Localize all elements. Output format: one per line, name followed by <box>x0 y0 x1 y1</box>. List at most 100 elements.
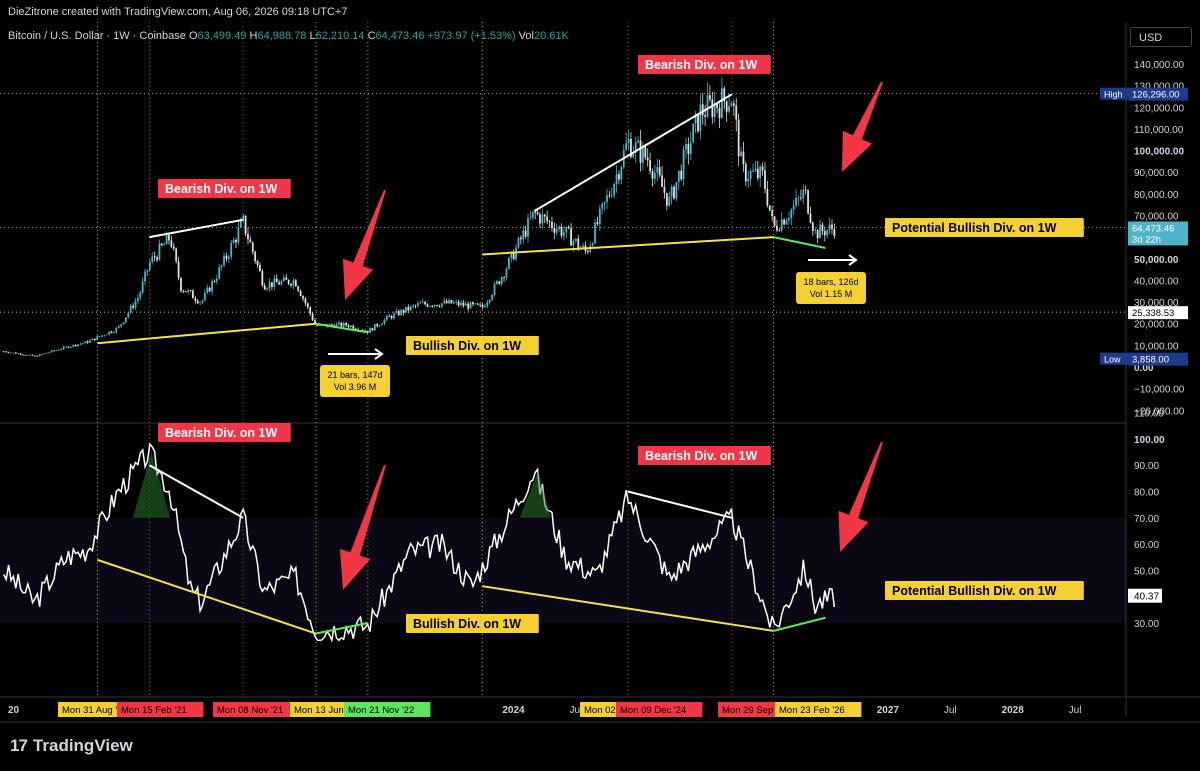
tradingview-logo: 17 TradingView <box>10 736 133 756</box>
candle <box>658 159 661 178</box>
symbol-legend[interactable]: Bitcoin / U.S. Dollar · 1W · Coinbase O6… <box>8 30 569 42</box>
candle <box>639 130 642 172</box>
candle-body <box>153 256 156 258</box>
candle <box>299 289 302 297</box>
price-badge-2: 25,338.53 <box>1128 306 1188 320</box>
currency-button[interactable]: USD <box>1130 27 1192 47</box>
candle-body <box>383 319 386 324</box>
candle <box>493 281 496 297</box>
candle <box>479 302 482 308</box>
rsi-tick: 60.00 <box>1134 540 1159 551</box>
candle <box>649 152 651 175</box>
price-tick: 110,000.00 <box>1134 125 1184 136</box>
candle-body <box>218 267 221 279</box>
candle-body <box>369 328 371 333</box>
candle-body <box>661 175 663 187</box>
candle-body <box>385 315 388 320</box>
time-marker-6: Mon 09 Dec '24 <box>616 702 703 717</box>
candle <box>586 249 589 255</box>
candle-body <box>567 226 570 229</box>
candle <box>136 294 139 305</box>
candle <box>397 309 400 316</box>
candle-body <box>287 279 290 284</box>
label-rsi-bearish-2-text: Bearish Div. on 1W <box>645 449 757 463</box>
candle-body <box>529 217 532 219</box>
candle <box>567 225 570 230</box>
candle-body <box>314 320 316 325</box>
label-bearish-1-text: Bearish Div. on 1W <box>165 182 277 196</box>
candle-body <box>98 336 101 338</box>
candle-body <box>426 304 429 307</box>
candle-body <box>610 195 613 197</box>
candle <box>160 242 163 247</box>
candle-body <box>48 352 51 353</box>
candle-body <box>175 248 178 262</box>
candle <box>189 289 192 293</box>
candle-body <box>510 251 513 258</box>
symbol-name[interactable]: Bitcoin / U.S. Dollar · 1W · Coinbase <box>8 30 186 42</box>
candle <box>814 226 817 235</box>
candle-body <box>541 214 544 224</box>
candle-body <box>414 305 417 307</box>
candle <box>381 322 383 326</box>
candle-body <box>699 104 702 132</box>
candle <box>108 331 111 336</box>
ohlc-key-c: C <box>364 30 376 42</box>
candle <box>807 189 809 215</box>
price-tick: 30,000.00 <box>1134 298 1179 309</box>
candle <box>2 350 5 353</box>
candle <box>311 312 314 322</box>
candle-body <box>668 196 671 206</box>
candle-body <box>682 149 685 180</box>
candle-body <box>105 334 108 336</box>
candle-body <box>225 255 228 259</box>
candle <box>115 327 118 334</box>
candle-body <box>792 205 795 210</box>
tv-wordmark: TradingView <box>32 736 133 755</box>
candle-body <box>101 335 103 337</box>
rsi-current-bg <box>1128 588 1162 603</box>
time-marker-2: Mon 08 Nov '21 <box>213 702 300 717</box>
candle-body <box>484 306 486 308</box>
candle <box>201 299 204 305</box>
candle-body <box>658 167 661 176</box>
candle <box>402 309 405 316</box>
candle-body <box>232 239 235 244</box>
time-marker-bg <box>344 702 431 717</box>
candle-body <box>194 298 197 301</box>
candle <box>390 315 393 320</box>
candle <box>62 345 65 350</box>
candle-body <box>239 220 242 228</box>
rsi-tick: 110.00 <box>1134 409 1164 420</box>
candle <box>393 311 395 321</box>
candle-body <box>148 261 151 271</box>
candle-body <box>656 167 659 173</box>
candle <box>215 274 218 285</box>
candle <box>65 345 67 348</box>
candle-body <box>65 346 67 348</box>
time-marker-text: Mon 29 Sep '25 <box>722 705 788 716</box>
label-rsi-bearish-2-bg <box>638 446 771 465</box>
candle-body <box>783 219 786 225</box>
candle <box>271 282 273 291</box>
candle-body <box>725 101 728 112</box>
candle <box>771 205 774 222</box>
candle-body <box>555 228 558 233</box>
label-potential-1-bg <box>885 218 1084 237</box>
candle-body <box>428 305 431 307</box>
rsi-tick: 30.00 <box>1134 619 1159 630</box>
candle <box>125 317 127 324</box>
candle-body <box>433 304 436 307</box>
candle-body <box>749 170 752 179</box>
candle <box>117 324 120 329</box>
candle-body <box>582 245 584 248</box>
candle-body <box>594 222 596 244</box>
price-badge-label: Low <box>1104 355 1121 365</box>
candle <box>615 165 618 193</box>
measure-box-1-line: Vol 3.96 M <box>334 382 377 392</box>
label-rsi-potential-1: Potential Bullish Div. on 1W <box>885 581 1084 600</box>
candle <box>400 309 403 317</box>
candle <box>541 208 544 229</box>
candle-body <box>460 302 462 306</box>
